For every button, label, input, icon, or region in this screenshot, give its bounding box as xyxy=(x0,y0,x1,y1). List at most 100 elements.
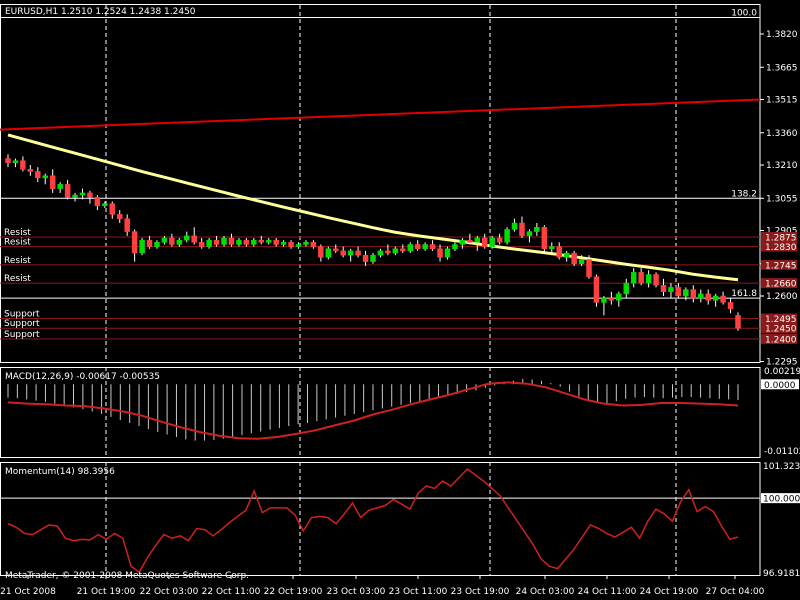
macd-zero-tag xyxy=(761,379,799,390)
fibonacci-label: 138.2 xyxy=(731,189,757,199)
bearish-candle xyxy=(467,239,473,243)
bullish-candle xyxy=(221,237,227,245)
macd-signal-line xyxy=(7,381,739,440)
macd-panel-frame xyxy=(0,367,761,458)
bearish-candle xyxy=(385,250,391,254)
fibonacci-label: 100.0 xyxy=(731,8,757,18)
bearish-candle xyxy=(87,192,93,198)
support-resistance-levels: ResistResistResistResistSupportSupportSu… xyxy=(0,228,760,340)
price-tick-label: 1.3210 xyxy=(766,161,798,171)
bullish-candle xyxy=(422,244,428,250)
bullish-candle xyxy=(72,194,78,198)
time-tick-label: 24 Oct 03:00 xyxy=(516,587,575,597)
bullish-candle xyxy=(265,239,272,243)
bullish-candle xyxy=(534,227,540,232)
fibonacci-label: 161.8 xyxy=(731,289,757,299)
time-tick-label: 23 Oct 11:00 xyxy=(389,587,448,597)
macd-tick-label: 0.0000 xyxy=(764,381,796,391)
bearish-candle xyxy=(310,242,317,247)
bearish-candle xyxy=(169,237,175,245)
price-grid xyxy=(0,4,761,363)
bullish-candle xyxy=(459,239,466,245)
level-label: Resist xyxy=(4,228,31,238)
bearish-candle xyxy=(496,237,503,243)
bullish-candle xyxy=(184,235,190,241)
bearish-candle xyxy=(94,196,101,207)
price-panel[interactable]: EURUSD,H1 1.2510 1.2524 1.2438 1.2450 10… xyxy=(0,4,798,368)
bearish-candle xyxy=(660,285,667,292)
bearish-candle xyxy=(593,276,600,303)
price-tick-label: 1.3055 xyxy=(766,194,798,204)
bearish-candle xyxy=(64,184,71,198)
bullish-candle xyxy=(42,175,48,179)
bearish-candle xyxy=(400,248,406,252)
bullish-candle xyxy=(511,222,518,230)
price-tag-label: 1.2745 xyxy=(765,261,797,271)
price-tag-label: 1.2875 xyxy=(765,233,797,243)
macd-panel[interactable]: MACD(12,26,9) -0.00617 -0.00535 0.002190… xyxy=(0,367,800,458)
time-tick-label: 27 Oct 04:00 xyxy=(706,587,765,597)
bullish-candle xyxy=(630,272,637,284)
bullish-candle xyxy=(102,203,108,207)
bullish-candle xyxy=(698,293,704,299)
price-panel-title: EURUSD,H1 1.2510 1.2524 1.2438 1.2450 xyxy=(5,7,196,17)
momentum-tick-label: 96.9181 xyxy=(763,569,800,579)
bullish-candle xyxy=(407,244,413,252)
macd-panel-title: MACD(12,26,9) -0.00617 -0.00535 xyxy=(5,372,160,382)
time-tick-label: 23 Oct 19:00 xyxy=(451,587,510,597)
momentum-tick-label: 101.3237 xyxy=(763,462,800,472)
bearish-candle xyxy=(333,248,339,252)
bearish-candle xyxy=(131,231,138,254)
time-tick-label: 22 Oct 03:00 xyxy=(140,587,199,597)
bearish-candle xyxy=(35,171,41,179)
bearish-candle xyxy=(228,237,235,245)
bullish-candle xyxy=(578,259,585,265)
bearish-candle xyxy=(437,248,443,258)
bullish-candle xyxy=(504,229,510,243)
momentum-line xyxy=(7,468,739,574)
bullish-candle xyxy=(377,250,384,256)
macd-grid xyxy=(0,367,761,458)
bullish-candle xyxy=(139,239,145,254)
bullish-candle xyxy=(347,250,354,256)
level-label: Resist xyxy=(4,256,31,266)
bullish-candle xyxy=(236,239,242,245)
bullish-candle xyxy=(444,248,451,258)
price-tag-box xyxy=(761,278,797,289)
time-tick-label: 24 Oct 19:00 xyxy=(640,587,699,597)
bearish-candle xyxy=(608,297,615,301)
bullish-candle xyxy=(712,295,719,301)
price-panel-frame xyxy=(0,4,761,363)
copyright-text: MetaTrader, © 2001-2008 MetaQuotes Softw… xyxy=(5,571,249,581)
bearish-candle xyxy=(638,272,644,284)
time-axis: 21 Oct 2008 21 Oct 19:00 22 Oct 03:00 22 Oc… xyxy=(0,575,765,597)
candlesticks xyxy=(5,154,741,331)
bearish-candle xyxy=(735,315,741,329)
bullish-candle xyxy=(683,289,689,297)
bullish-candle xyxy=(526,231,533,237)
bearish-candle xyxy=(318,246,324,258)
momentum-panel[interactable]: Momentum(14) 98.3956 101.3237 100.0000 96.… xyxy=(0,462,800,579)
time-tick-label: 24 Oct 11:00 xyxy=(578,587,637,597)
bearish-candle xyxy=(571,252,577,265)
bullish-candle xyxy=(601,297,607,303)
price-tag-box xyxy=(761,333,797,344)
bearish-candle xyxy=(414,244,421,250)
price-tag-label: 1.2450 xyxy=(765,325,797,335)
level-label: Support xyxy=(4,319,40,329)
bearish-candle xyxy=(556,246,562,258)
bearish-candle xyxy=(213,239,220,245)
price-tick-label: 1.3820 xyxy=(766,30,798,40)
bearish-candle xyxy=(191,235,197,243)
bullish-candle xyxy=(280,242,287,245)
price-tick-label: 1.3360 xyxy=(766,129,798,139)
price-tick-label: 1.2600 xyxy=(766,292,798,302)
momentum-grid xyxy=(0,462,761,576)
price-tag-box xyxy=(761,241,797,252)
bullish-candle xyxy=(303,242,309,245)
momentum-100-tag xyxy=(761,493,800,504)
momentum-tick-label: 100.0000 xyxy=(763,495,800,505)
bullish-candle xyxy=(549,246,555,250)
